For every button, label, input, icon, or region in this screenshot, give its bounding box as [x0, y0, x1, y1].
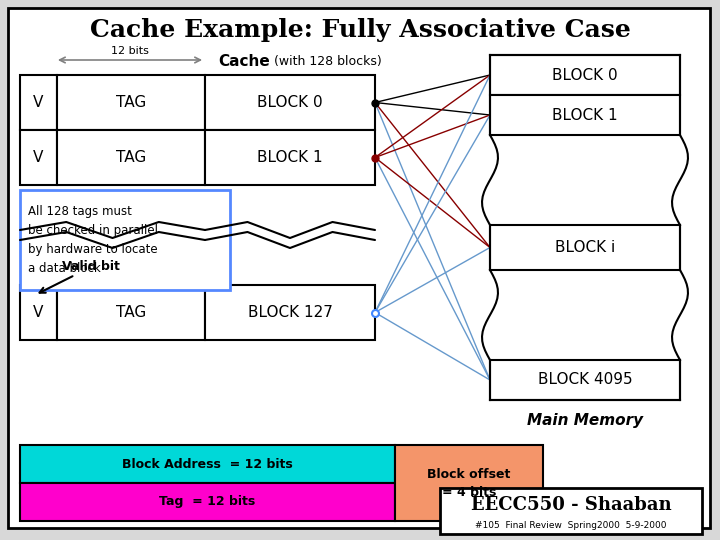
Text: Block offset
= 4 bits: Block offset = 4 bits [427, 468, 510, 498]
Text: TAG: TAG [116, 150, 146, 165]
Text: V: V [33, 95, 44, 110]
Text: 12 bits: 12 bits [111, 46, 149, 56]
Text: BLOCK 4095: BLOCK 4095 [538, 373, 632, 388]
Text: BLOCK 1: BLOCK 1 [552, 107, 618, 123]
Bar [57, 130, 205, 185]
Bar [440, 488, 702, 534]
Text: All 128 tags must
be checked in parallel
by hardware to locate
a data block: All 128 tags must be checked in parallel… [28, 205, 158, 275]
Text: BLOCK i: BLOCK i [555, 240, 615, 255]
Text: Main Memory: Main Memory [527, 413, 643, 428]
Text: (with 128 blocks): (with 128 blocks) [270, 56, 382, 69]
Bar [395, 445, 543, 521]
Bar [20, 483, 395, 521]
Bar [20, 445, 395, 483]
Bar [57, 75, 205, 130]
Bar [57, 285, 205, 340]
Text: BLOCK 0: BLOCK 0 [257, 95, 323, 110]
Bar [20, 190, 230, 290]
Bar [205, 285, 375, 340]
Text: Cache Example: Fully Associative Case: Cache Example: Fully Associative Case [89, 18, 631, 42]
Text: TAG: TAG [116, 95, 146, 110]
Bar [205, 130, 375, 185]
Text: BLOCK 0: BLOCK 0 [552, 68, 618, 83]
Bar [490, 55, 680, 95]
Bar [20, 75, 57, 130]
Text: Tag  = 12 bits: Tag = 12 bits [159, 496, 255, 509]
Text: Valid bit: Valid bit [62, 260, 120, 273]
Bar [490, 95, 680, 135]
Bar [205, 75, 375, 130]
Text: Cache: Cache [218, 55, 270, 70]
Bar [490, 225, 680, 270]
Text: Block Address  = 12 bits: Block Address = 12 bits [122, 457, 292, 470]
Text: #105  Final Review  Spring2000  5-9-2000: #105 Final Review Spring2000 5-9-2000 [475, 522, 667, 530]
Text: EECC550 - Shaaban: EECC550 - Shaaban [471, 496, 671, 514]
Text: V: V [33, 150, 44, 165]
Text: BLOCK 1: BLOCK 1 [257, 150, 323, 165]
Bar [20, 285, 57, 340]
Text: TAG: TAG [116, 305, 146, 320]
Text: V: V [33, 305, 44, 320]
Text: BLOCK 127: BLOCK 127 [248, 305, 333, 320]
Bar [20, 130, 57, 185]
Bar [490, 360, 680, 400]
